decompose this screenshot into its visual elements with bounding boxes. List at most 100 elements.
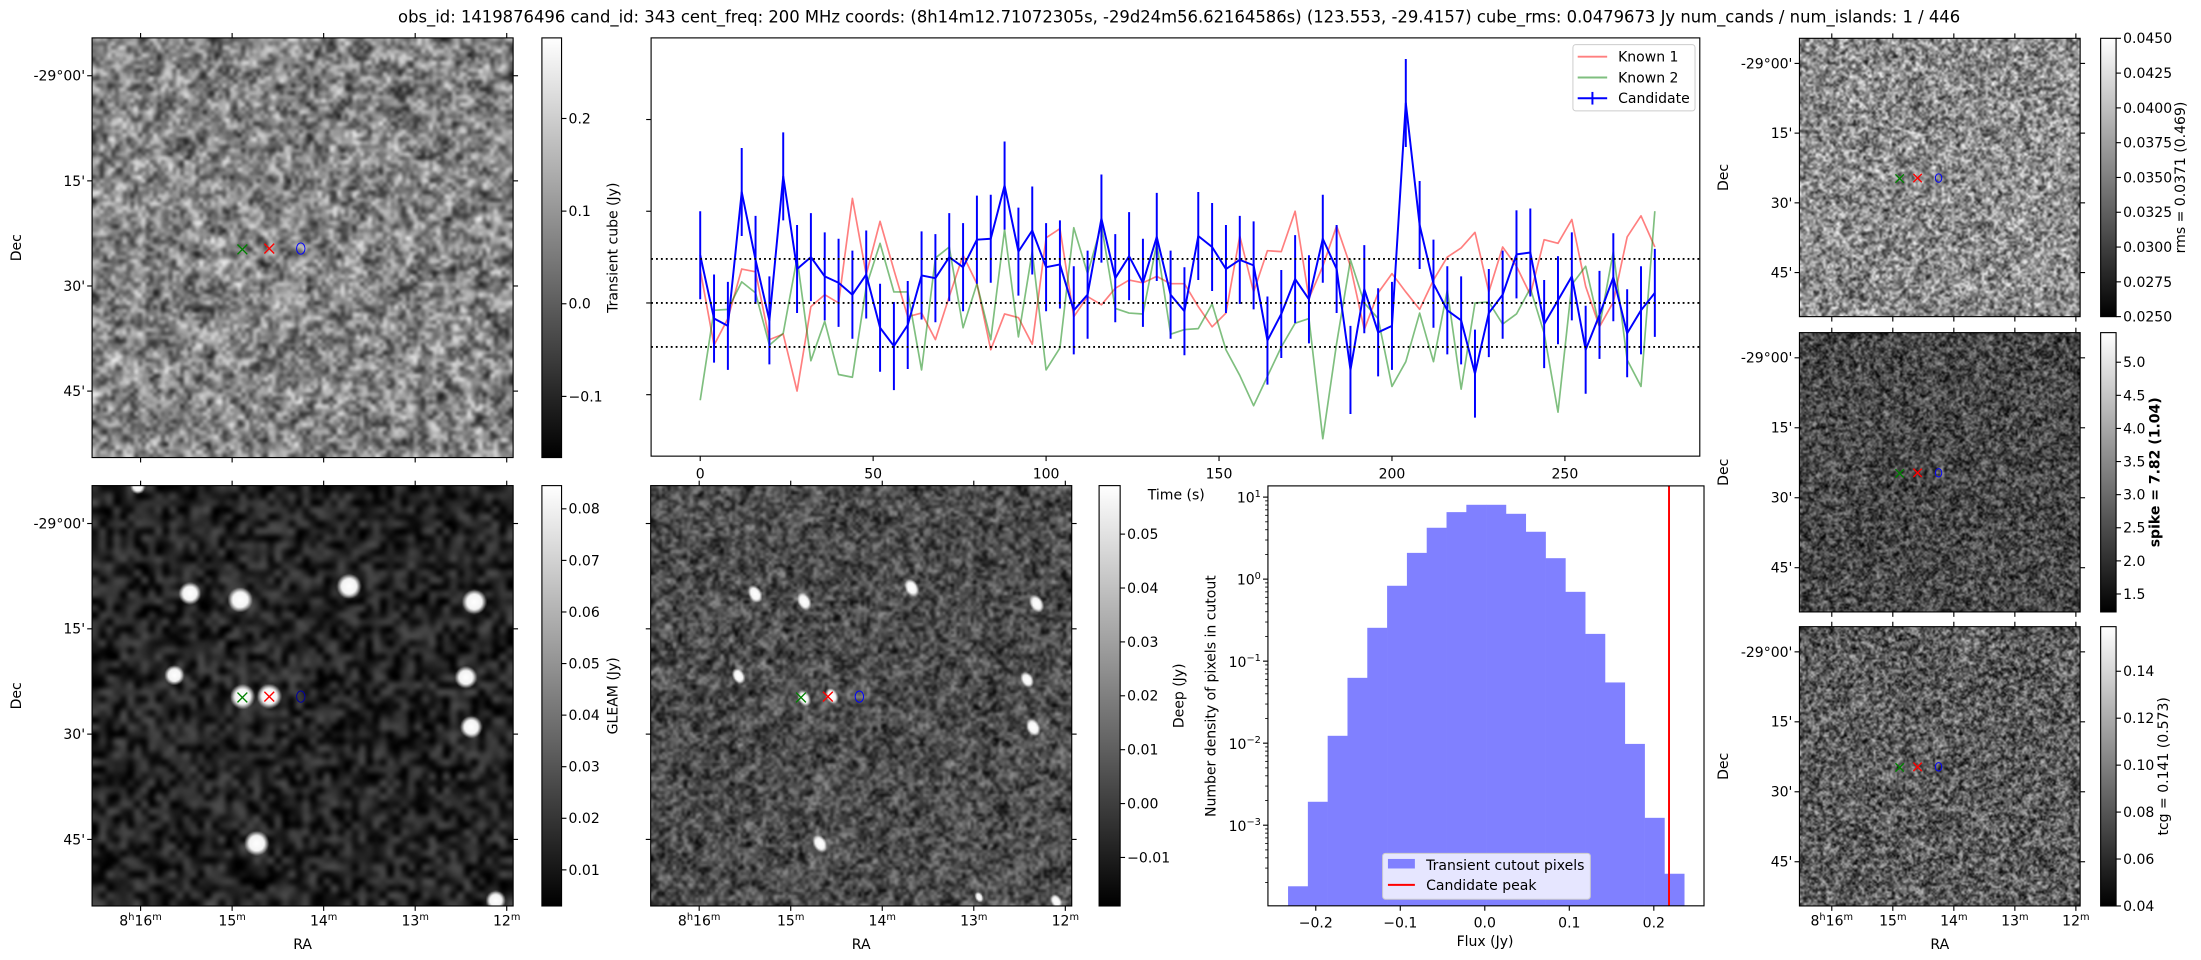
candidate-contour: [296, 242, 306, 255]
colorbar-gradient: [541, 37, 563, 459]
histogram-bar: [1505, 513, 1527, 906]
x-marker-stroke: [236, 243, 248, 255]
histogram-bar: [1367, 627, 1388, 906]
deep-colorbar: −0.01 0.00 0.01 0.02 0.03 0.04 0.05 Deep (Jy): [1098, 485, 1187, 907]
figure-title: obs_id: 1419876496 cand_id: 343 cent_fre…: [398, 6, 1960, 27]
histogram-bar: [1387, 585, 1408, 906]
x-tick-label: 200: [1379, 467, 1406, 483]
ra-tick-label: 15m: [777, 912, 804, 930]
candidate-contour: [296, 690, 306, 703]
x-tick-label: −0.2: [1299, 916, 1333, 932]
colorbar-gradient: [2100, 37, 2117, 318]
x-axis-label: Flux (Jy): [1457, 934, 1514, 950]
dec-tick-label: 30': [1771, 196, 1793, 212]
histogram-bar: [1327, 735, 1348, 906]
y-tick-label: 10−3: [1229, 817, 1261, 835]
colorbar-tick-label: 0.0400: [2123, 101, 2172, 117]
colorbar-label: Deep (Jy): [1171, 663, 1187, 728]
ra-tick-label: 15m: [218, 912, 245, 930]
colorbar-tick-label: 0.2: [569, 111, 591, 127]
series-known-1: [699, 197, 1656, 392]
colorbar-tick-label: 0.0425: [2123, 66, 2172, 82]
dec-tick-label: 15': [63, 174, 85, 190]
lightcurve-frame: [650, 37, 1701, 457]
x-tick-label: 100: [1033, 467, 1060, 483]
dec-tick-label: 15': [1771, 421, 1793, 437]
colorbar-tick-label: 0.06: [569, 605, 600, 621]
legend-label: Known 1: [1618, 50, 1678, 66]
gleam-image: [92, 485, 514, 906]
gleam-frame: [91, 485, 514, 907]
x-tick-label: 0.0: [1474, 916, 1496, 932]
ra-tick-label: 13m: [2001, 912, 2028, 930]
colorbar-label: Transient cube (Jy): [606, 183, 622, 314]
x-tick-label: 0.2: [1643, 916, 1665, 932]
dec-tick-label: 30': [63, 279, 85, 295]
series-candidate: [699, 58, 1656, 418]
known-2-marker: [236, 692, 248, 703]
known-1-marker: [822, 691, 834, 703]
colorbar-tick-label: 0.0325: [2123, 205, 2172, 221]
colorbar-tick-label: 0.05: [569, 656, 600, 672]
colorbar-label: GLEAM (Jy): [606, 657, 622, 734]
colorbar-tick-label: 0.07: [569, 553, 600, 569]
colorbar-gradient: [1098, 485, 1121, 907]
legend-box: [1572, 44, 1696, 112]
histogram-bar: [1565, 591, 1586, 906]
x-marker-stroke: [822, 691, 834, 703]
colorbar-tick-label: 0.06: [2123, 852, 2154, 868]
y-tick-label: 101: [1237, 489, 1261, 507]
ra-tick-label: 13m: [401, 912, 428, 930]
colorbar-tick-label: 2.0: [2123, 554, 2145, 570]
rms-colorbar: 0.0250 0.0275 0.0300 0.0325 0.0350 0.0375 0.04…: [2100, 31, 2189, 326]
ra-tick-label: 15m: [1879, 912, 1906, 930]
x-marker-stroke: [1894, 762, 1905, 773]
ra-tick-label: 14m: [310, 912, 337, 930]
x-tick-label: −0.1: [1383, 916, 1417, 932]
x-marker-stroke: [1894, 468, 1905, 479]
gleam-colorbar: 0.01 0.02 0.03 0.04 0.05 0.06 0.07 0.08 GLEAM (J…: [541, 485, 622, 907]
dec-tick-label: 30': [63, 727, 85, 743]
ra-tick-label: 8h16m: [1811, 912, 1854, 930]
known-2-marker: [795, 692, 807, 703]
transient-colorbar: −0.1 0.0 0.1 0.2 Transient cube (Jy): [541, 37, 622, 459]
ra-tick-label: 12m: [493, 912, 520, 930]
spike-frame: [1798, 332, 2081, 613]
colorbar-tick-label: 0.0275: [2123, 275, 2172, 291]
histogram-bar: [1486, 504, 1507, 906]
colorbar-gradient: [2100, 332, 2117, 613]
x-marker-stroke: [795, 692, 807, 703]
colorbar-tick-label: 3.5: [2123, 454, 2145, 470]
legend-label: Candidate: [1618, 91, 1690, 107]
ra-tick-label: 14m: [869, 912, 896, 930]
y-tick-label: 10−2: [1229, 735, 1261, 753]
x-tick-label: 150: [1206, 467, 1233, 483]
deep-image: [650, 485, 1072, 906]
deep-panel: 8h16m 15m 14m 13m 12m RA −0.01 0.00 0.01 0.02 0.03…: [645, 480, 1187, 953]
known-1-marker: [263, 243, 275, 254]
dec-axis-label: Dec: [9, 682, 25, 709]
y-tick-label: 10−1: [1229, 653, 1261, 671]
histogram-bar: [1426, 527, 1447, 906]
dec-tick-label: 30': [1771, 491, 1793, 507]
x-marker-stroke: [1912, 468, 1923, 478]
known-2-marker: [1894, 173, 1905, 184]
colorbar-tick-label: 0.0450: [2123, 31, 2172, 47]
dec-tick-label: 45': [1771, 855, 1793, 871]
tcg-frame: [1798, 626, 2081, 907]
known-2-marker: [1894, 762, 1905, 773]
colorbar-tick-label: 0.14: [2123, 664, 2154, 680]
series-known-2: [699, 211, 1656, 440]
colorbar-tick-label: −0.1: [569, 389, 603, 405]
spike-panel: -29°00' 15' 30' 45' Dec 1.5 2.0 2.5 3.0 3.5 4.0 4.5…: [1716, 327, 2164, 617]
ra-tick-label: 8h16m: [119, 912, 162, 930]
lightcurve-chart: 0 50 100 150 200 250 Time (s) Known 1 Known 2 Can…: [646, 37, 1701, 504]
colorbar-tick-label: 0.04: [2123, 899, 2154, 915]
histogram-bar: [1644, 817, 1665, 906]
histogram-bar: [1446, 512, 1467, 906]
colorbar-tick-label: 0.02: [569, 811, 600, 827]
histogram-bar: [1525, 531, 1546, 906]
tcg-colorbar: 0.04 0.06 0.08 0.10 0.12 0.14 tcg = 0.141 (0.5…: [2100, 626, 2172, 915]
x-marker-stroke: [263, 691, 275, 703]
